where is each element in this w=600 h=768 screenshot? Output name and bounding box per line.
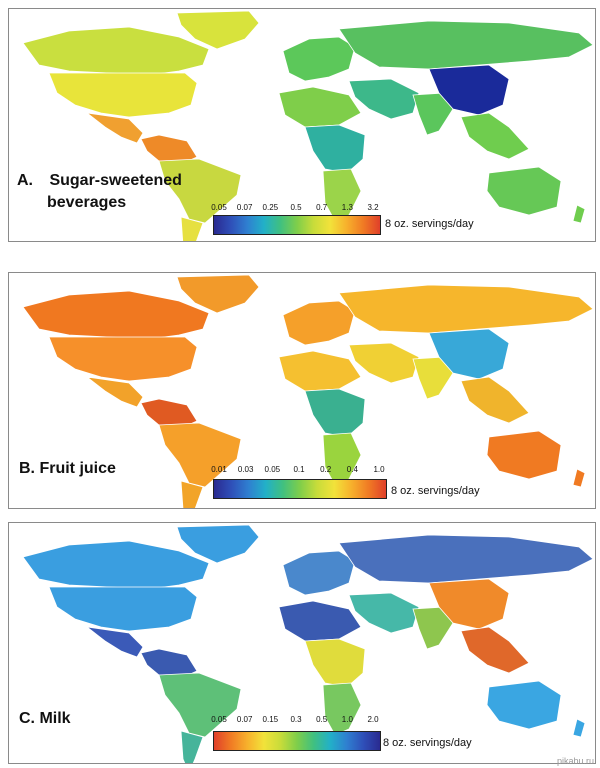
map-region-south_am	[158, 672, 242, 738]
map-region-mexico	[85, 112, 144, 144]
map-region-canada	[22, 26, 210, 76]
legend-b: 0.01 0.03 0.05 0.1 0.2 0.4 1.0 8 oz. servings/…	[211, 463, 593, 507]
legend-tick-label: 0.03	[237, 465, 254, 474]
map-region-europe	[282, 300, 356, 346]
legend-colorbar-b	[213, 479, 387, 499]
panel-label-a-line3: beverages	[47, 194, 127, 211]
map-region-africa_n	[278, 350, 362, 392]
map-region-middle_east	[348, 342, 420, 384]
map-region-china	[428, 578, 510, 630]
legend-tick-label: 0.4	[346, 465, 358, 474]
map-region-mexico	[85, 626, 144, 658]
map-region-greenland	[176, 10, 260, 50]
map-region-africa_s	[322, 682, 362, 736]
label-letter-a: A.	[17, 172, 33, 189]
map-region-nz	[572, 718, 586, 738]
legend-tick-label: 2.0	[367, 715, 379, 724]
world-map-ssb	[22, 10, 594, 241]
map-region-middle_east	[348, 78, 420, 120]
legend-c: 0.05 0.07 0.15 0.3 0.5 1.0 2.0 8 oz. servings/…	[211, 713, 593, 761]
panel-sugar-sweetened-beverages: A. Sugar-sweetened beverages 0.05 0.07 0.2…	[8, 8, 596, 242]
legend-tick-label: 0.01	[211, 465, 227, 474]
legend-unit-c: 8 oz. servings/day	[383, 737, 472, 749]
map-region-australia	[486, 430, 562, 480]
map-region-russia	[338, 284, 594, 334]
panel-label-c: C. Milk	[19, 710, 71, 727]
map-region-south_am_s	[180, 730, 204, 763]
panel-label-a: A. Sugar-sweetened	[17, 171, 182, 191]
legend-colorbar-a	[213, 215, 381, 235]
legend-tick-label: 0.05	[211, 715, 227, 724]
map-region-se_asia	[460, 626, 530, 674]
legend-tick-label: 1.0	[373, 465, 385, 474]
legend-tick-label: 1.3	[341, 203, 353, 212]
map-region-canada	[22, 290, 210, 340]
map-region-se_asia	[460, 376, 530, 424]
legend-tick-label: 0.5	[290, 203, 302, 212]
map-region-africa_n	[278, 600, 362, 642]
label-title-a: Sugar-sweetened	[49, 172, 182, 189]
map-region-china	[428, 64, 510, 116]
map-region-canada	[22, 540, 210, 590]
map-region-russia	[338, 20, 594, 70]
world-map-juice	[22, 274, 594, 508]
legend-tick-label: 0.07	[236, 203, 253, 212]
map-region-europe	[282, 36, 356, 82]
legend-colorbar-c	[213, 731, 381, 751]
legend-tick-label: 1.0	[341, 715, 353, 724]
map-region-south_am_s	[180, 480, 204, 508]
legend-tick-label: 0.7	[316, 203, 328, 212]
legend-tick-label: 0.05	[264, 465, 281, 474]
legend-tick-label: 0.05	[211, 203, 227, 212]
map-region-americas_n	[48, 336, 198, 382]
legend-tick-label: 0.3	[290, 715, 302, 724]
map-region-greenland	[176, 524, 260, 564]
map-region-middle_east	[348, 592, 420, 634]
map-region-africa_mid	[304, 388, 366, 438]
panel-label-b: B. Fruit juice	[19, 460, 116, 477]
map-region-russia	[338, 534, 594, 584]
map-region-australia	[486, 166, 562, 216]
map-region-nz	[572, 204, 586, 224]
legend-unit-a: 8 oz. servings/day	[385, 218, 474, 230]
map-region-africa_mid	[304, 638, 366, 688]
panel-milk: C. Milk 0.05 0.07 0.15 0.3 0.5 1.0 2.0 8 oz. s…	[8, 522, 596, 764]
map-region-china	[428, 328, 510, 380]
map-region-africa_mid	[304, 124, 366, 174]
map-region-greenland	[176, 274, 260, 314]
legend-tick-label: 0.2	[320, 465, 332, 474]
legend-tick-label: 0.07	[236, 715, 253, 724]
map-region-americas_n	[48, 586, 198, 632]
map-region-europe	[282, 550, 356, 596]
map-region-south_am_s	[180, 216, 204, 241]
legend-unit-b: 8 oz. servings/day	[391, 485, 480, 497]
watermark: pikabu.ru	[556, 756, 594, 766]
map-region-mexico	[85, 376, 144, 408]
panel-fruit-juice: B. Fruit juice 0.01 0.03 0.05 0.1 0.2 0.4 1.0 …	[8, 272, 596, 509]
legend-tick-label: 0.5	[316, 715, 328, 724]
map-region-nz	[572, 468, 586, 488]
map-region-americas_n	[48, 72, 198, 118]
legend-tick-label: 0.25	[262, 203, 279, 212]
legend-tick-label: 3.2	[367, 203, 379, 212]
legend-tick-label: 0.1	[293, 465, 305, 474]
map-region-australia	[486, 680, 562, 730]
world-map-milk	[22, 524, 594, 763]
legend-a: 0.05 0.07 0.25 0.5 0.7 1.3 3.2 8 oz. servings/…	[211, 201, 593, 241]
map-region-africa_n	[278, 86, 362, 128]
legend-tick-label: 0.15	[262, 715, 279, 724]
map-region-se_asia	[460, 112, 530, 160]
